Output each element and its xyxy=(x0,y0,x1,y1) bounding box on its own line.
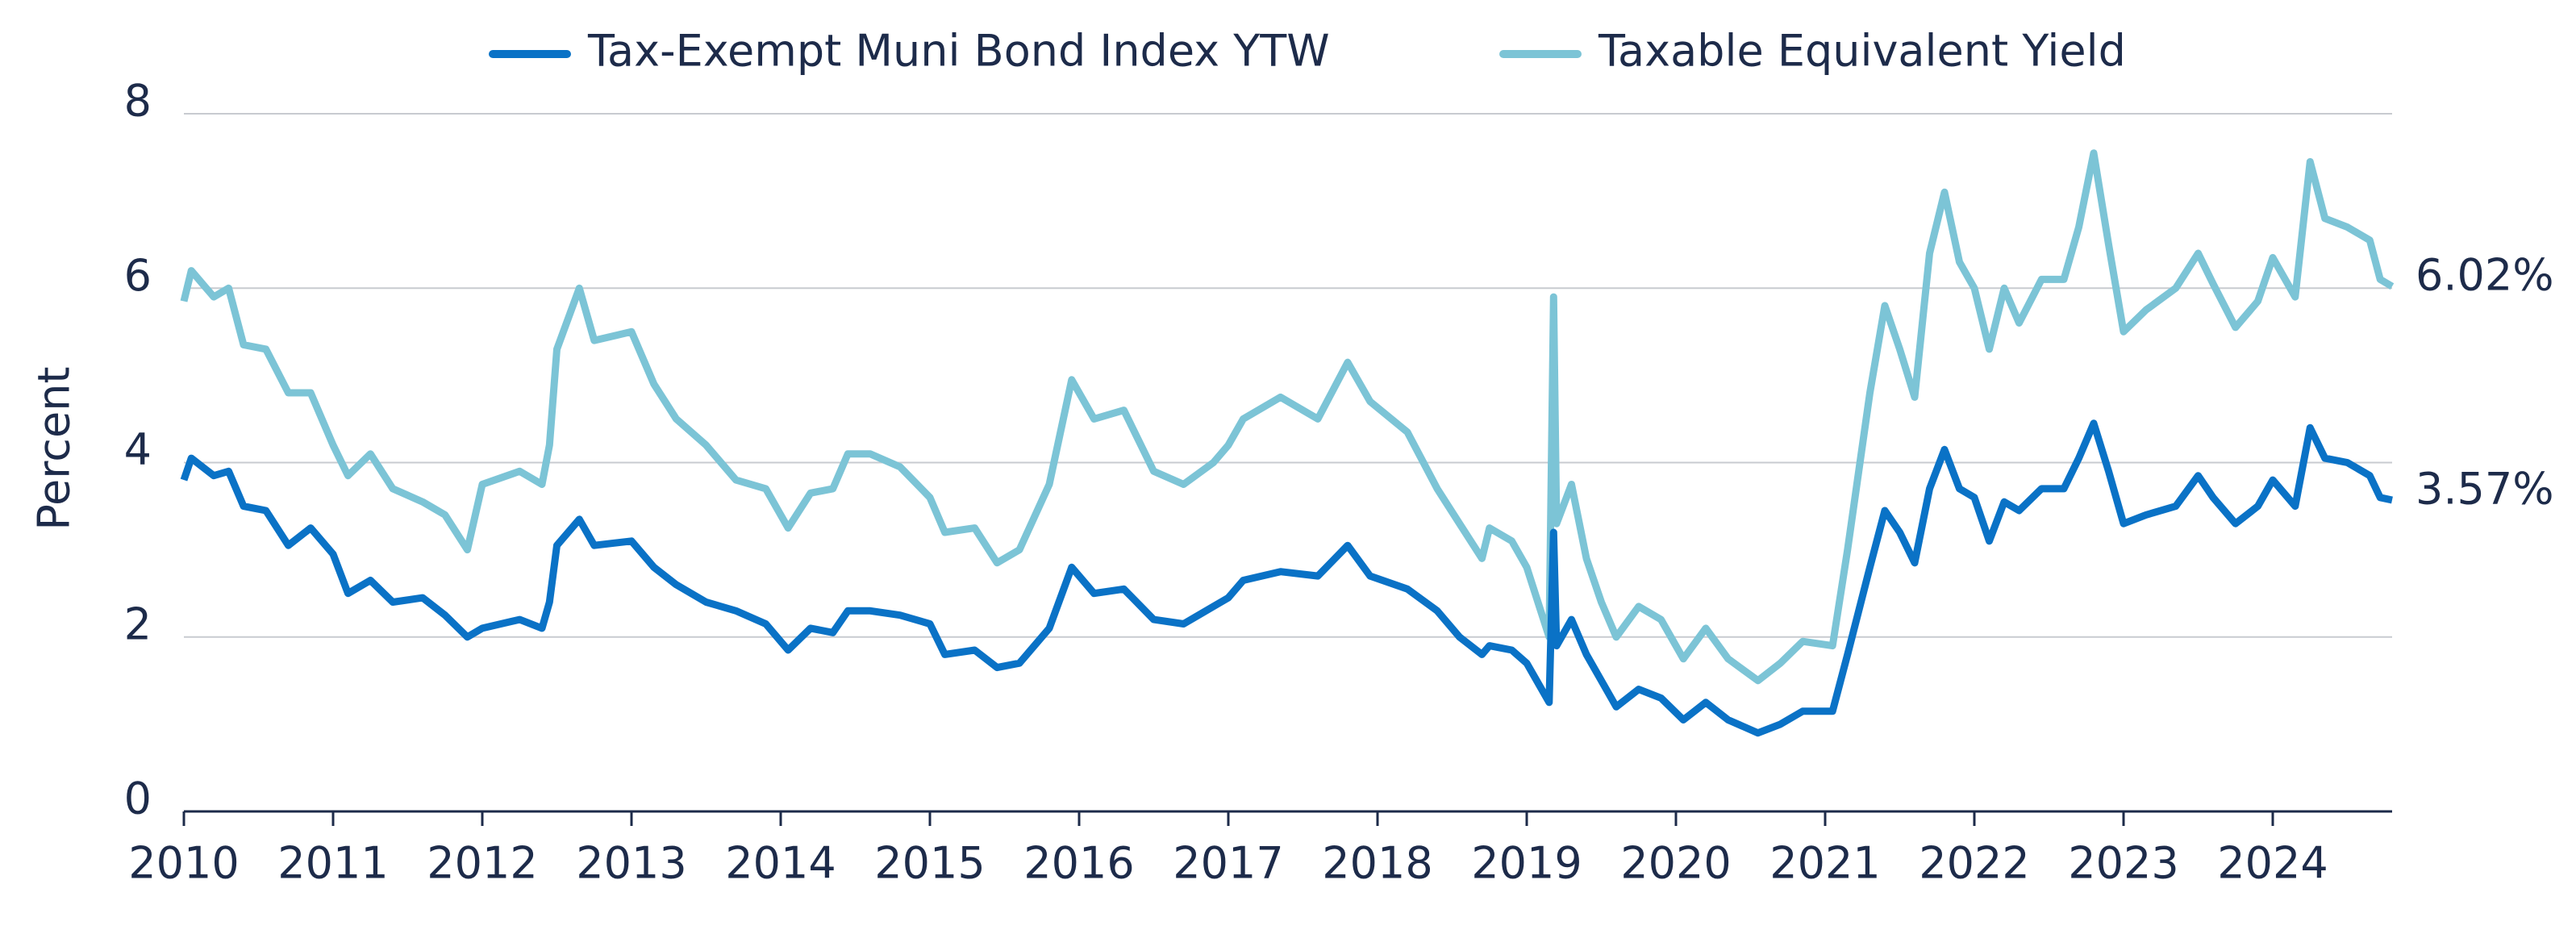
end-label: 3.57% xyxy=(2416,464,2554,515)
series-line xyxy=(180,419,2393,737)
x-tick-label: 2023 xyxy=(2068,838,2178,889)
y-tick-label: 0 xyxy=(124,774,152,824)
x-tick-label: 2021 xyxy=(1769,838,1880,889)
x-tick-label: 2018 xyxy=(1322,838,1432,889)
x-tick-label: 2020 xyxy=(1620,838,1731,889)
x-tick-label: 2017 xyxy=(1173,838,1283,889)
x-tick-label: 2016 xyxy=(1023,838,1134,889)
x-tick-label: 2013 xyxy=(576,838,686,889)
x-tick-label: 2015 xyxy=(874,838,985,889)
y-tick-label: 2 xyxy=(124,598,152,649)
series-line xyxy=(180,149,2395,685)
x-tick-label: 2019 xyxy=(1471,838,1582,889)
y-axis-label: Percent xyxy=(29,366,80,530)
legend-label: Tax-Exempt Muni Bond Index YTW xyxy=(587,26,1330,77)
y-tick-label: 8 xyxy=(124,76,152,127)
x-tick-label: 2014 xyxy=(725,838,836,889)
y-tick-label: 6 xyxy=(124,250,152,301)
legend-label: Taxable Equivalent Yield xyxy=(1598,26,2126,77)
y-tick-label: 4 xyxy=(124,424,152,475)
x-tick-label: 2024 xyxy=(2217,838,2328,889)
x-tick-label: 2012 xyxy=(427,838,537,889)
x-tick-label: 2011 xyxy=(277,838,388,889)
x-tick-label: 2022 xyxy=(1919,838,2029,889)
x-tick-label: 2010 xyxy=(128,838,239,889)
end-label: 6.02% xyxy=(2416,250,2554,301)
